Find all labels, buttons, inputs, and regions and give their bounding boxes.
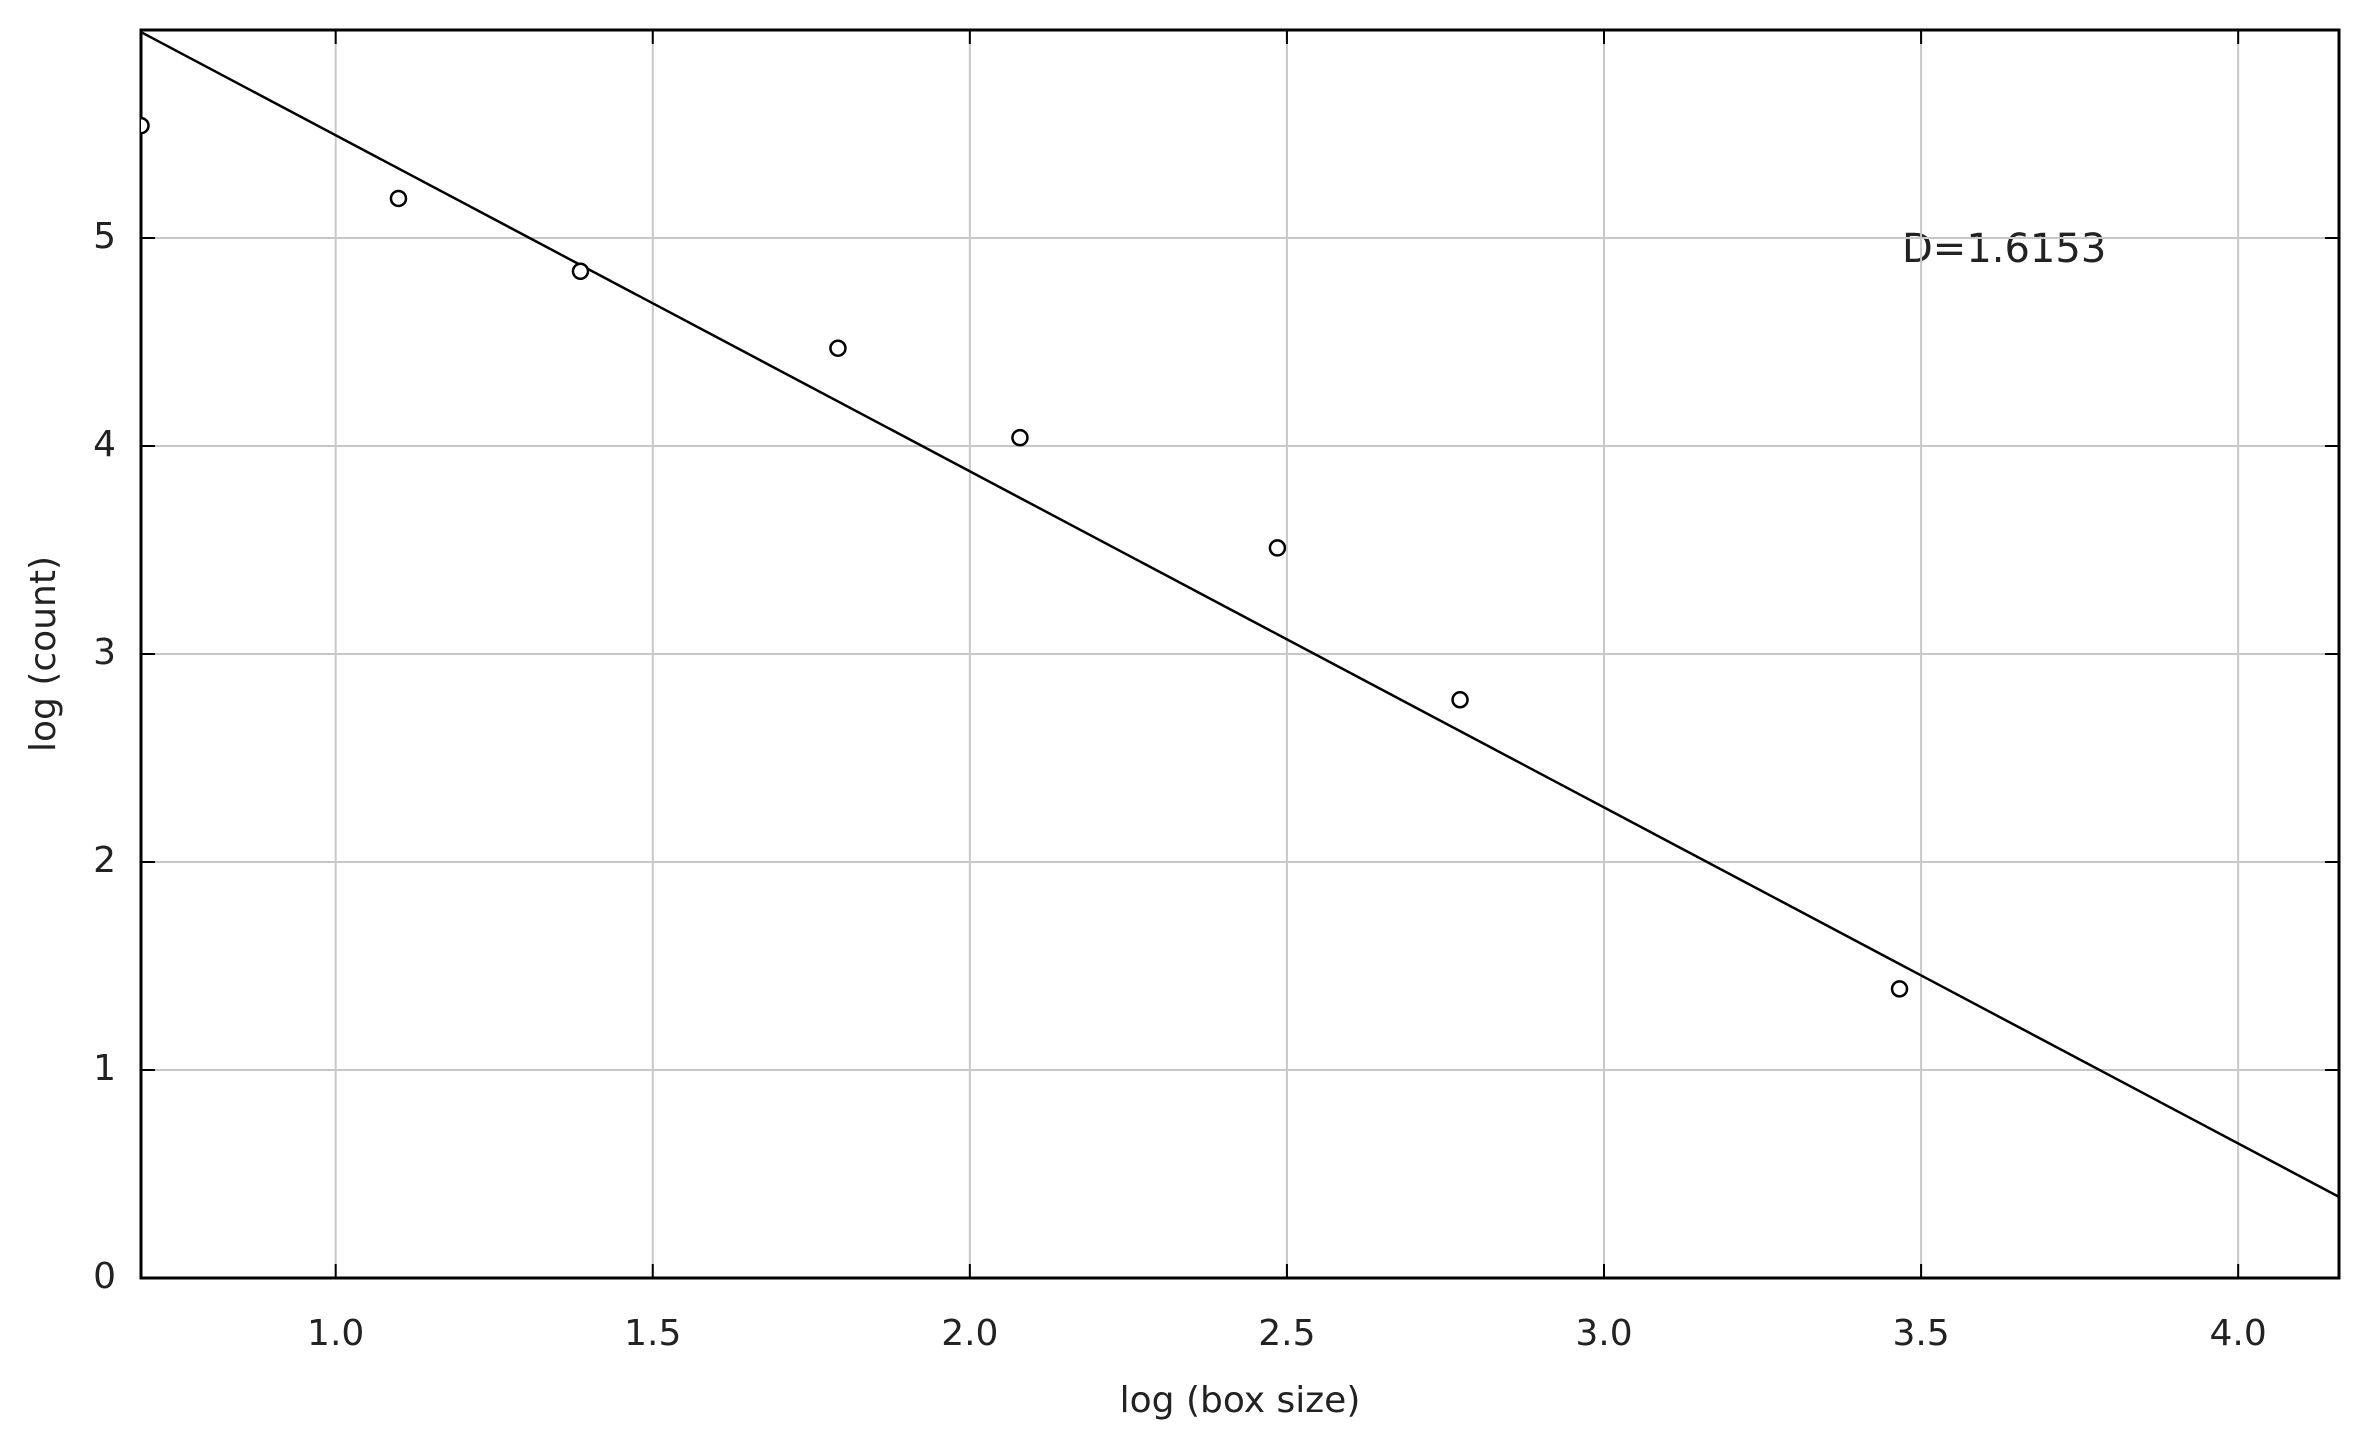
data-point	[1451, 691, 1469, 709]
data-point	[1268, 539, 1287, 557]
y-tick-label: 5	[93, 216, 116, 257]
y-tick-label: 2	[93, 840, 116, 881]
data-point	[141, 116, 150, 135]
y-tick-label: 0	[93, 1256, 116, 1297]
fit-line	[140, 30, 2340, 1198]
x-tick-label: 4.0	[2210, 1313, 2267, 1354]
data-point	[1890, 980, 1909, 998]
data-point	[1011, 428, 1029, 447]
x-tick-label: 1.0	[307, 1313, 364, 1354]
y-tick-label: 4	[93, 424, 116, 465]
y-tick-label: 1	[93, 1048, 116, 1089]
x-axis-title: log (box size)	[1120, 1380, 1361, 1421]
plot-frame	[139, 28, 2341, 1280]
data-point	[829, 339, 847, 357]
x-tick-label: 2.5	[1258, 1313, 1315, 1354]
x-tick-label: 2.0	[941, 1313, 998, 1354]
y-tick-label: 3	[93, 632, 116, 673]
data-point	[389, 189, 408, 208]
x-tick-label: 3.5	[1892, 1313, 1949, 1354]
data-point	[571, 262, 590, 281]
y-axis-title: log (count)	[23, 556, 64, 752]
annotation: D=1.6153	[1902, 226, 2106, 272]
x-tick-label: 3.0	[1575, 1313, 1632, 1354]
x-tick-label: 1.5	[624, 1313, 681, 1354]
